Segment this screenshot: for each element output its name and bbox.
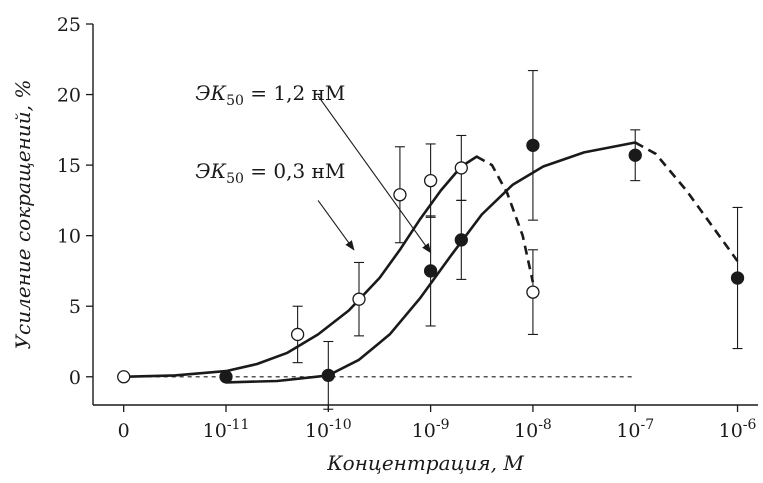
x-tick-label: 10-8 — [514, 417, 552, 442]
annotation-subscript: 50 — [226, 93, 244, 109]
x-tick-exponent: -8 — [538, 417, 552, 433]
fit-curve — [124, 157, 477, 377]
annotation-subscript: 50 — [226, 171, 244, 187]
x-tick-base: 0 — [118, 420, 130, 442]
dashed-curve — [635, 143, 737, 262]
x-tick-label: 0 — [118, 420, 130, 442]
y-tick-label: 0 — [69, 367, 81, 389]
x-tick-exponent: -6 — [743, 417, 757, 433]
filled-data-point — [732, 272, 744, 284]
open-data-point — [527, 286, 539, 298]
y-tick-label: 15 — [57, 155, 81, 177]
open-data-point — [425, 175, 437, 187]
x-tick-label: 10-9 — [412, 417, 450, 442]
x-tick-base: 10 — [412, 420, 436, 442]
x-tick-label: 10-7 — [616, 417, 654, 442]
x-tick-exponent: -9 — [436, 417, 450, 433]
x-tick-label: 10-10 — [305, 417, 352, 442]
x-axis-label: Концентрация, М — [326, 451, 524, 475]
y-tick-label: 10 — [57, 226, 81, 248]
filled-data-point — [629, 149, 641, 161]
y-tick-label: 5 — [69, 296, 81, 318]
open-data-point — [353, 293, 365, 305]
annotation-value: = 1,2 нМ — [244, 81, 345, 105]
x-tick-base: 10 — [203, 420, 227, 442]
filled-data-point — [425, 265, 437, 277]
x-tick-base: 10 — [616, 420, 640, 442]
x-tick-label: 10-6 — [719, 417, 757, 442]
open-data-point — [118, 371, 130, 383]
y-tick-label: 20 — [57, 85, 81, 107]
ec50-annotation: ЭК50 = 0,3 нМ — [195, 159, 345, 187]
annotation-symbol: ЭК — [195, 81, 226, 105]
open-data-point — [292, 328, 304, 340]
y-tick-label: 25 — [57, 14, 81, 36]
filled-data-point — [527, 139, 539, 151]
filled-data-point — [455, 234, 467, 246]
x-tick-base: 10 — [514, 420, 538, 442]
x-tick-exponent: -11 — [227, 417, 250, 433]
ec50-annotation: ЭК50 = 1,2 нМ — [195, 81, 345, 109]
y-axis-label: Усиление сокращений, % — [11, 80, 35, 350]
x-tick-label: 10-11 — [203, 417, 250, 442]
open-data-point — [394, 189, 406, 201]
annotation-symbol: ЭК — [195, 159, 226, 183]
x-tick-base: 10 — [305, 420, 329, 442]
open-data-point — [455, 162, 467, 174]
filled-data-point — [322, 369, 334, 381]
dashed-curve — [477, 157, 533, 283]
x-tick-exponent: -7 — [641, 417, 655, 433]
annotation-value: = 0,3 нМ — [244, 159, 345, 183]
x-tick-exponent: -10 — [329, 417, 352, 433]
filled-data-point — [220, 371, 232, 383]
x-tick-base: 10 — [719, 420, 743, 442]
annotation-arrow — [318, 200, 354, 249]
